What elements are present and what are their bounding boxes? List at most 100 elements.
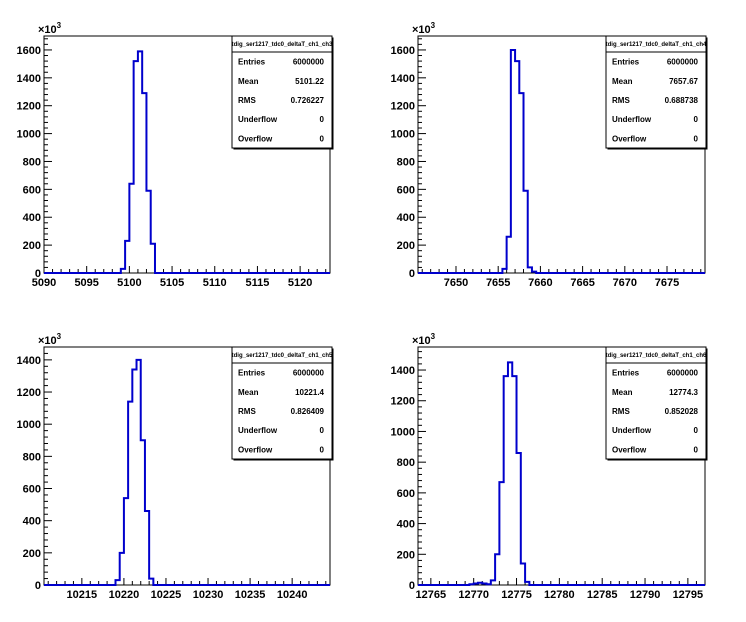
stats-value-entries: 6000000	[667, 58, 699, 67]
y-tick-label: 1000	[391, 129, 415, 141]
stats-value-underflow: 0	[694, 115, 699, 124]
y-tick-label: 0	[35, 268, 41, 280]
y-tick-label: 0	[35, 580, 41, 592]
histogram-panel-4: 12765 12770 12775 12780 12785 12790 12795 0 200 4…	[391, 332, 708, 601]
y-tick-label: 1200	[17, 101, 41, 113]
x-tick-label: 5100	[117, 277, 141, 289]
stats-value-mean: 7657.67	[669, 77, 698, 86]
stats-box-frame	[231, 346, 333, 460]
y-tick-label: 1000	[391, 426, 415, 438]
stats-value-overflow: 0	[320, 134, 325, 143]
y-tick-label: 1400	[391, 365, 415, 377]
x-tick-label: 10220	[109, 589, 140, 601]
y-tick-label: 400	[397, 212, 415, 224]
stats-value-underflow: 0	[320, 426, 325, 435]
stats-value-mean: 5101.22	[295, 77, 324, 86]
y-tick-label: 600	[397, 184, 415, 196]
y-exponent-label: ×103	[412, 21, 436, 36]
stats-label-overflow: Overflow	[238, 134, 273, 143]
x-tick-label: 7670	[613, 277, 637, 289]
stats-label-rms: RMS	[612, 96, 630, 105]
y-tick-label: 1400	[17, 73, 41, 85]
y-tick-label: 200	[397, 549, 415, 561]
stats-label-mean: Mean	[238, 388, 259, 397]
histogram-panel-2: 7650 7655 7660 7665 7670 7675 0 200 400 600 800 100…	[391, 21, 708, 289]
stats-label-entries: Entries	[612, 369, 640, 378]
y-exponent: 3	[57, 332, 62, 341]
stats-label-mean: Mean	[612, 77, 633, 86]
y-tick-label: 400	[397, 519, 415, 531]
stats-label-rms: RMS	[612, 407, 630, 416]
y-tick-label: 0	[409, 268, 415, 280]
stats-title: tdig_ser1217_tdc0_deltaT_ch1_ch6	[606, 353, 707, 359]
y-tick-label: 800	[397, 457, 415, 469]
stats-title: tdig_ser1217_tdc0_deltaT_ch1_ch5	[232, 353, 333, 359]
y-tick-label: 1400	[17, 355, 41, 367]
y-tick-label: 1000	[17, 129, 41, 141]
histogram-series	[44, 50, 330, 274]
x-tick-label: 5115	[245, 277, 269, 289]
y-exponent: 3	[431, 21, 436, 30]
stats-label-overflow: Overflow	[612, 445, 647, 454]
stats-label-underflow: Underflow	[238, 426, 278, 435]
stats-value-mean: 10221.4	[295, 388, 324, 397]
y-tick-label: 200	[23, 240, 41, 252]
x-tick-label: 12780	[544, 589, 575, 601]
y-tick-label: 600	[23, 484, 41, 496]
stats-label-entries: Entries	[612, 58, 640, 67]
stats-label-rms: RMS	[238, 96, 256, 105]
x-tick-label: 7660	[528, 277, 552, 289]
y-tick-label: 400	[23, 516, 41, 528]
stats-value-rms: 0.852028	[665, 407, 699, 416]
x-tick-label: 12770	[458, 589, 489, 601]
x-tick-label: 10235	[235, 589, 266, 601]
y-exponent-label: ×103	[38, 332, 62, 347]
x-tick-label: 7675	[655, 277, 679, 289]
x-tick-label: 12795	[673, 589, 704, 601]
y-tick-label: 1200	[391, 396, 415, 408]
stats-box-frame	[231, 35, 333, 149]
stats-box: tdig_ser1217_tdc0_deltaT_ch1_ch6 Entries 6…	[605, 346, 708, 461]
stats-value-underflow: 0	[320, 115, 325, 124]
x-tick-label: 5120	[288, 277, 312, 289]
stats-label-entries: Entries	[238, 58, 266, 67]
stats-value-rms: 0.726227	[291, 96, 325, 105]
y-tick-label: 1200	[391, 101, 415, 113]
y-tick-label: 1200	[17, 387, 41, 399]
y-tick-label: 800	[23, 451, 41, 463]
stats-value-mean: 12774.3	[669, 388, 698, 397]
y-exponent: 3	[431, 332, 436, 341]
y-tick-label: 1400	[391, 73, 415, 85]
y-tick-label: 1600	[17, 45, 41, 57]
y-tick-label: 200	[397, 240, 415, 252]
stats-label-overflow: Overflow	[238, 445, 273, 454]
x-tick-label: 12775	[501, 589, 532, 601]
x-tick-label: 12785	[587, 589, 618, 601]
stats-value-entries: 6000000	[667, 369, 699, 378]
stats-box: tdig_ser1217_tdc0_deltaT_ch1_ch5 Entries 6…	[231, 346, 334, 461]
x-tick-label: 12765	[416, 589, 447, 601]
x-tick-label: 5095	[74, 277, 98, 289]
y-tick-label: 0	[409, 580, 415, 592]
histogram-series	[418, 361, 705, 586]
stats-title: tdig_ser1217_tdc0_deltaT_ch1_ch4	[606, 42, 707, 48]
histogram-series	[418, 48, 705, 274]
stats-value-overflow: 0	[694, 134, 699, 143]
x-tick-label: 5090	[32, 277, 56, 289]
x-tick-label: 10230	[193, 589, 224, 601]
y-exponent: 3	[57, 21, 62, 30]
x-tick-label: 7665	[570, 277, 594, 289]
x-tick-label: 12790	[630, 589, 661, 601]
stats-label-entries: Entries	[238, 369, 266, 378]
stats-label-underflow: Underflow	[612, 115, 652, 124]
x-tick-label: 7655	[486, 277, 510, 289]
y-tick-label: 600	[397, 488, 415, 500]
y-tick-label: 600	[23, 184, 41, 196]
y-tick-label: 1000	[17, 419, 41, 431]
y-tick-label: 1600	[391, 45, 415, 57]
stats-label-mean: Mean	[238, 77, 259, 86]
y-tick-label: 800	[397, 156, 415, 168]
stats-value-overflow: 0	[320, 445, 325, 454]
y-tick-label: 400	[23, 212, 41, 224]
